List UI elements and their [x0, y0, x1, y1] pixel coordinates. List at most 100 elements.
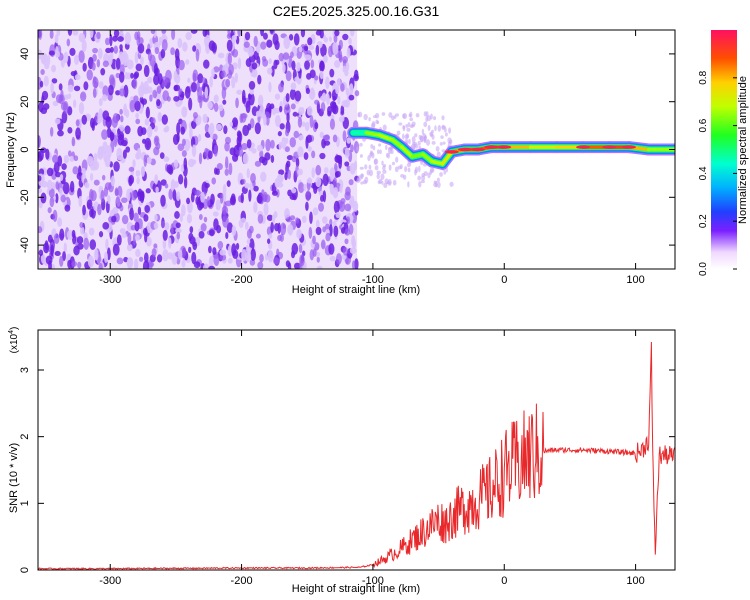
noise-blob: [74, 74, 81, 81]
noise-blob: [321, 138, 326, 149]
snr-x-label: Height of straight line (km): [292, 583, 420, 595]
noise-tail-blob: [399, 163, 403, 170]
noise-blob: [250, 248, 256, 261]
noise-blob: [211, 177, 217, 185]
noise-blob: [271, 214, 276, 224]
noise-tail-blob: [366, 169, 371, 176]
noise-tail-blob: [411, 124, 415, 128]
noise-blob: [38, 168, 45, 176]
noise-tail-blob: [407, 181, 410, 188]
noise-blob: [98, 98, 103, 107]
noise-blob: [135, 63, 143, 72]
noise-blob: [208, 40, 216, 51]
noise-blob: [139, 96, 144, 104]
noise-blob: [249, 225, 254, 234]
noise-blob: [213, 94, 219, 103]
noise-blob: [116, 257, 124, 265]
noise-blob: [183, 176, 188, 189]
noise-blob: [117, 133, 124, 146]
noise-blob: [231, 225, 237, 236]
noise-blob: [333, 200, 340, 214]
noise-blob: [318, 202, 325, 212]
noise-tail-blob: [436, 177, 440, 183]
noise-blob: [244, 182, 250, 189]
noise-blob: [92, 54, 97, 62]
noise-blob: [266, 214, 274, 221]
noise-tail-blob: [425, 139, 431, 146]
noise-blob: [129, 207, 134, 221]
signal-peak: [602, 145, 617, 149]
noise-blob: [206, 195, 211, 207]
noise-tail-blob: [421, 128, 425, 135]
noise-blob: [291, 242, 299, 255]
noise-blob: [177, 143, 185, 151]
noise-blob: [209, 75, 213, 88]
noise-blob: [135, 234, 140, 242]
noise-blob: [113, 134, 118, 148]
noise-blob: [212, 211, 219, 217]
noise-blob: [98, 231, 104, 238]
noise-blob: [185, 31, 192, 41]
noise-blob: [321, 92, 327, 103]
noise-blob: [144, 231, 148, 243]
noise-blob: [208, 245, 212, 254]
noise-blob: [105, 47, 112, 54]
noise-blob: [176, 122, 181, 135]
snr-multiplier-base: (x10: [9, 333, 20, 353]
noise-blob: [134, 100, 141, 112]
noise-blob: [319, 70, 324, 80]
noise-blob: [328, 36, 332, 42]
noise-tail-blob: [374, 165, 379, 171]
noise-blob: [306, 105, 313, 116]
noise-blob: [108, 74, 115, 86]
signal-peak: [576, 145, 591, 149]
noise-blob: [46, 167, 54, 177]
noise-blob: [181, 259, 186, 268]
snr-panel: -300 -200 -100 0 100 0 1 2 3 Height of straight…: [8, 327, 676, 595]
noise-tail-blob: [414, 169, 417, 176]
noise-blob: [71, 261, 78, 267]
noise-tail-blob: [387, 178, 392, 186]
noise-blob: [229, 147, 236, 156]
noise-blob: [140, 166, 145, 177]
noise-blob: [351, 235, 356, 247]
noise-tail-blob: [370, 144, 374, 149]
noise-blob: [161, 114, 169, 125]
noise-blob: [322, 134, 330, 141]
noise-blob: [40, 107, 48, 115]
noise-blob: [135, 118, 141, 125]
noise-blob: [143, 80, 149, 92]
noise-blob: [319, 152, 326, 160]
noise-blob: [319, 131, 324, 139]
noise-tail-blob: [417, 140, 421, 146]
noise-blob: [262, 32, 268, 40]
noise-blob: [242, 152, 249, 165]
noise-blob: [291, 60, 296, 71]
noise-tail-blob: [423, 121, 428, 128]
noise-tail-blob: [436, 151, 441, 158]
noise-blob: [320, 239, 326, 250]
noise-blob: [332, 134, 338, 143]
noise-blob: [319, 195, 324, 202]
noise-tail-blob: [430, 113, 433, 120]
noise-blob: [328, 243, 335, 255]
noise-blob: [344, 161, 350, 167]
noise-tail-blob: [440, 135, 444, 140]
noise-blob: [67, 84, 74, 93]
noise-blob: [222, 99, 227, 105]
noise-tail-blob: [447, 137, 452, 144]
noise-blob: [266, 67, 273, 75]
noise-blob: [238, 146, 243, 157]
noise-blob: [188, 97, 193, 111]
noise-blob: [125, 108, 130, 118]
noise-blob: [56, 30, 61, 37]
noise-blob: [187, 77, 191, 83]
noise-blob: [46, 179, 53, 191]
noise-blob: [133, 212, 139, 222]
noise-blob: [61, 163, 67, 170]
noise-blob: [134, 221, 140, 232]
noise-blob: [248, 189, 252, 202]
noise-blob: [146, 156, 152, 164]
noise-blob: [57, 217, 63, 227]
noise-tail-blob: [388, 164, 392, 171]
